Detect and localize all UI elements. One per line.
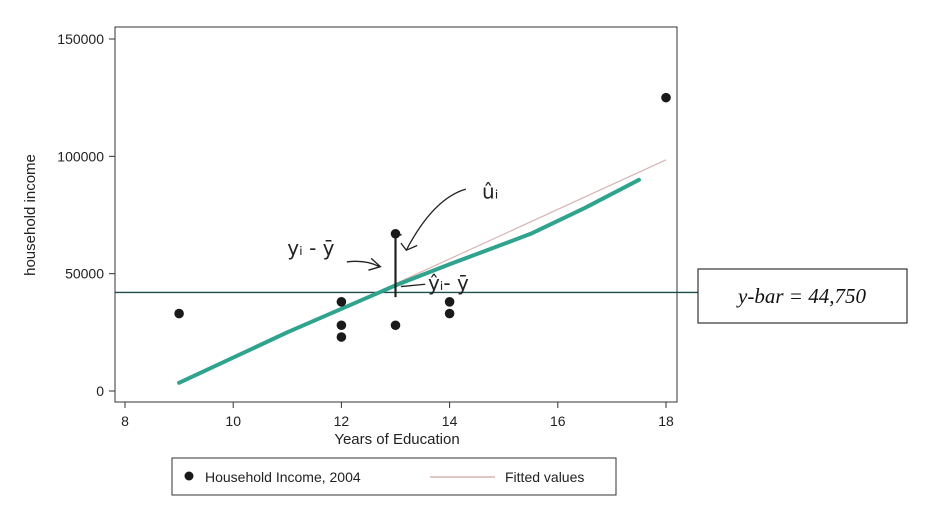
x-tick-label: 12	[334, 413, 350, 429]
x-axis: 8 10 12 14 16 18	[121, 402, 674, 429]
x-tick-label: 10	[225, 413, 241, 429]
legend-marker-points	[184, 471, 194, 481]
y-axis-title: household income	[22, 154, 39, 276]
annotations-layer: yᵢ - ȳ ûᵢ ŷᵢ- ȳ	[287, 180, 498, 296]
pen-line-layer	[177, 177, 641, 385]
callout-box: y-bar = 44,750	[697, 268, 908, 324]
arrow-yi-head	[368, 257, 382, 271]
x-tick-label: 8	[121, 413, 129, 429]
plot-area	[114, 26, 678, 403]
arrow-yi-shaft	[346, 260, 380, 268]
scatter-point	[336, 297, 347, 307]
arrow-yhat-shaft	[400, 283, 426, 288]
annotation-yi-minus-ybar: yᵢ - ȳ	[287, 236, 334, 260]
y-tick-label: 150000	[57, 31, 104, 47]
scatter-point	[390, 320, 401, 331]
scatter-point	[336, 332, 347, 342]
arrow-residual-head	[400, 242, 418, 251]
scatter-point	[444, 308, 455, 319]
x-axis-title: Years of Education	[334, 431, 459, 448]
scatter-point	[390, 228, 401, 239]
y-tick-label: 50000	[65, 266, 104, 282]
legend-label-points: Household Income, 2004	[205, 469, 361, 485]
points-layer	[174, 92, 671, 342]
x-tick-label: 16	[550, 413, 566, 429]
x-tick-label: 18	[658, 413, 674, 429]
scatter-point	[444, 297, 455, 307]
legend-frame	[171, 457, 617, 496]
y-tick-label: 100000	[57, 148, 104, 164]
callout-text: y-bar = 44,750	[736, 284, 866, 308]
y-tick-label: 0	[96, 383, 104, 399]
y-axis: 0 50000 100000 150000	[57, 31, 115, 399]
scatter-point	[336, 320, 347, 331]
callout-frame	[697, 268, 908, 324]
annotation-residual-ui: ûᵢ	[482, 180, 498, 204]
scatter-point	[661, 92, 671, 103]
annotation-yhat-minus-ybar: ŷᵢ- ȳ	[428, 271, 469, 295]
pen-regression-line	[177, 177, 641, 385]
legend: Household Income, 2004 Fitted values	[171, 457, 617, 496]
x-tick-label: 14	[442, 413, 458, 429]
legend-label-fitted: Fitted values	[505, 469, 584, 485]
arrow-residual-shaft	[405, 188, 467, 251]
scatter-point	[174, 308, 184, 319]
